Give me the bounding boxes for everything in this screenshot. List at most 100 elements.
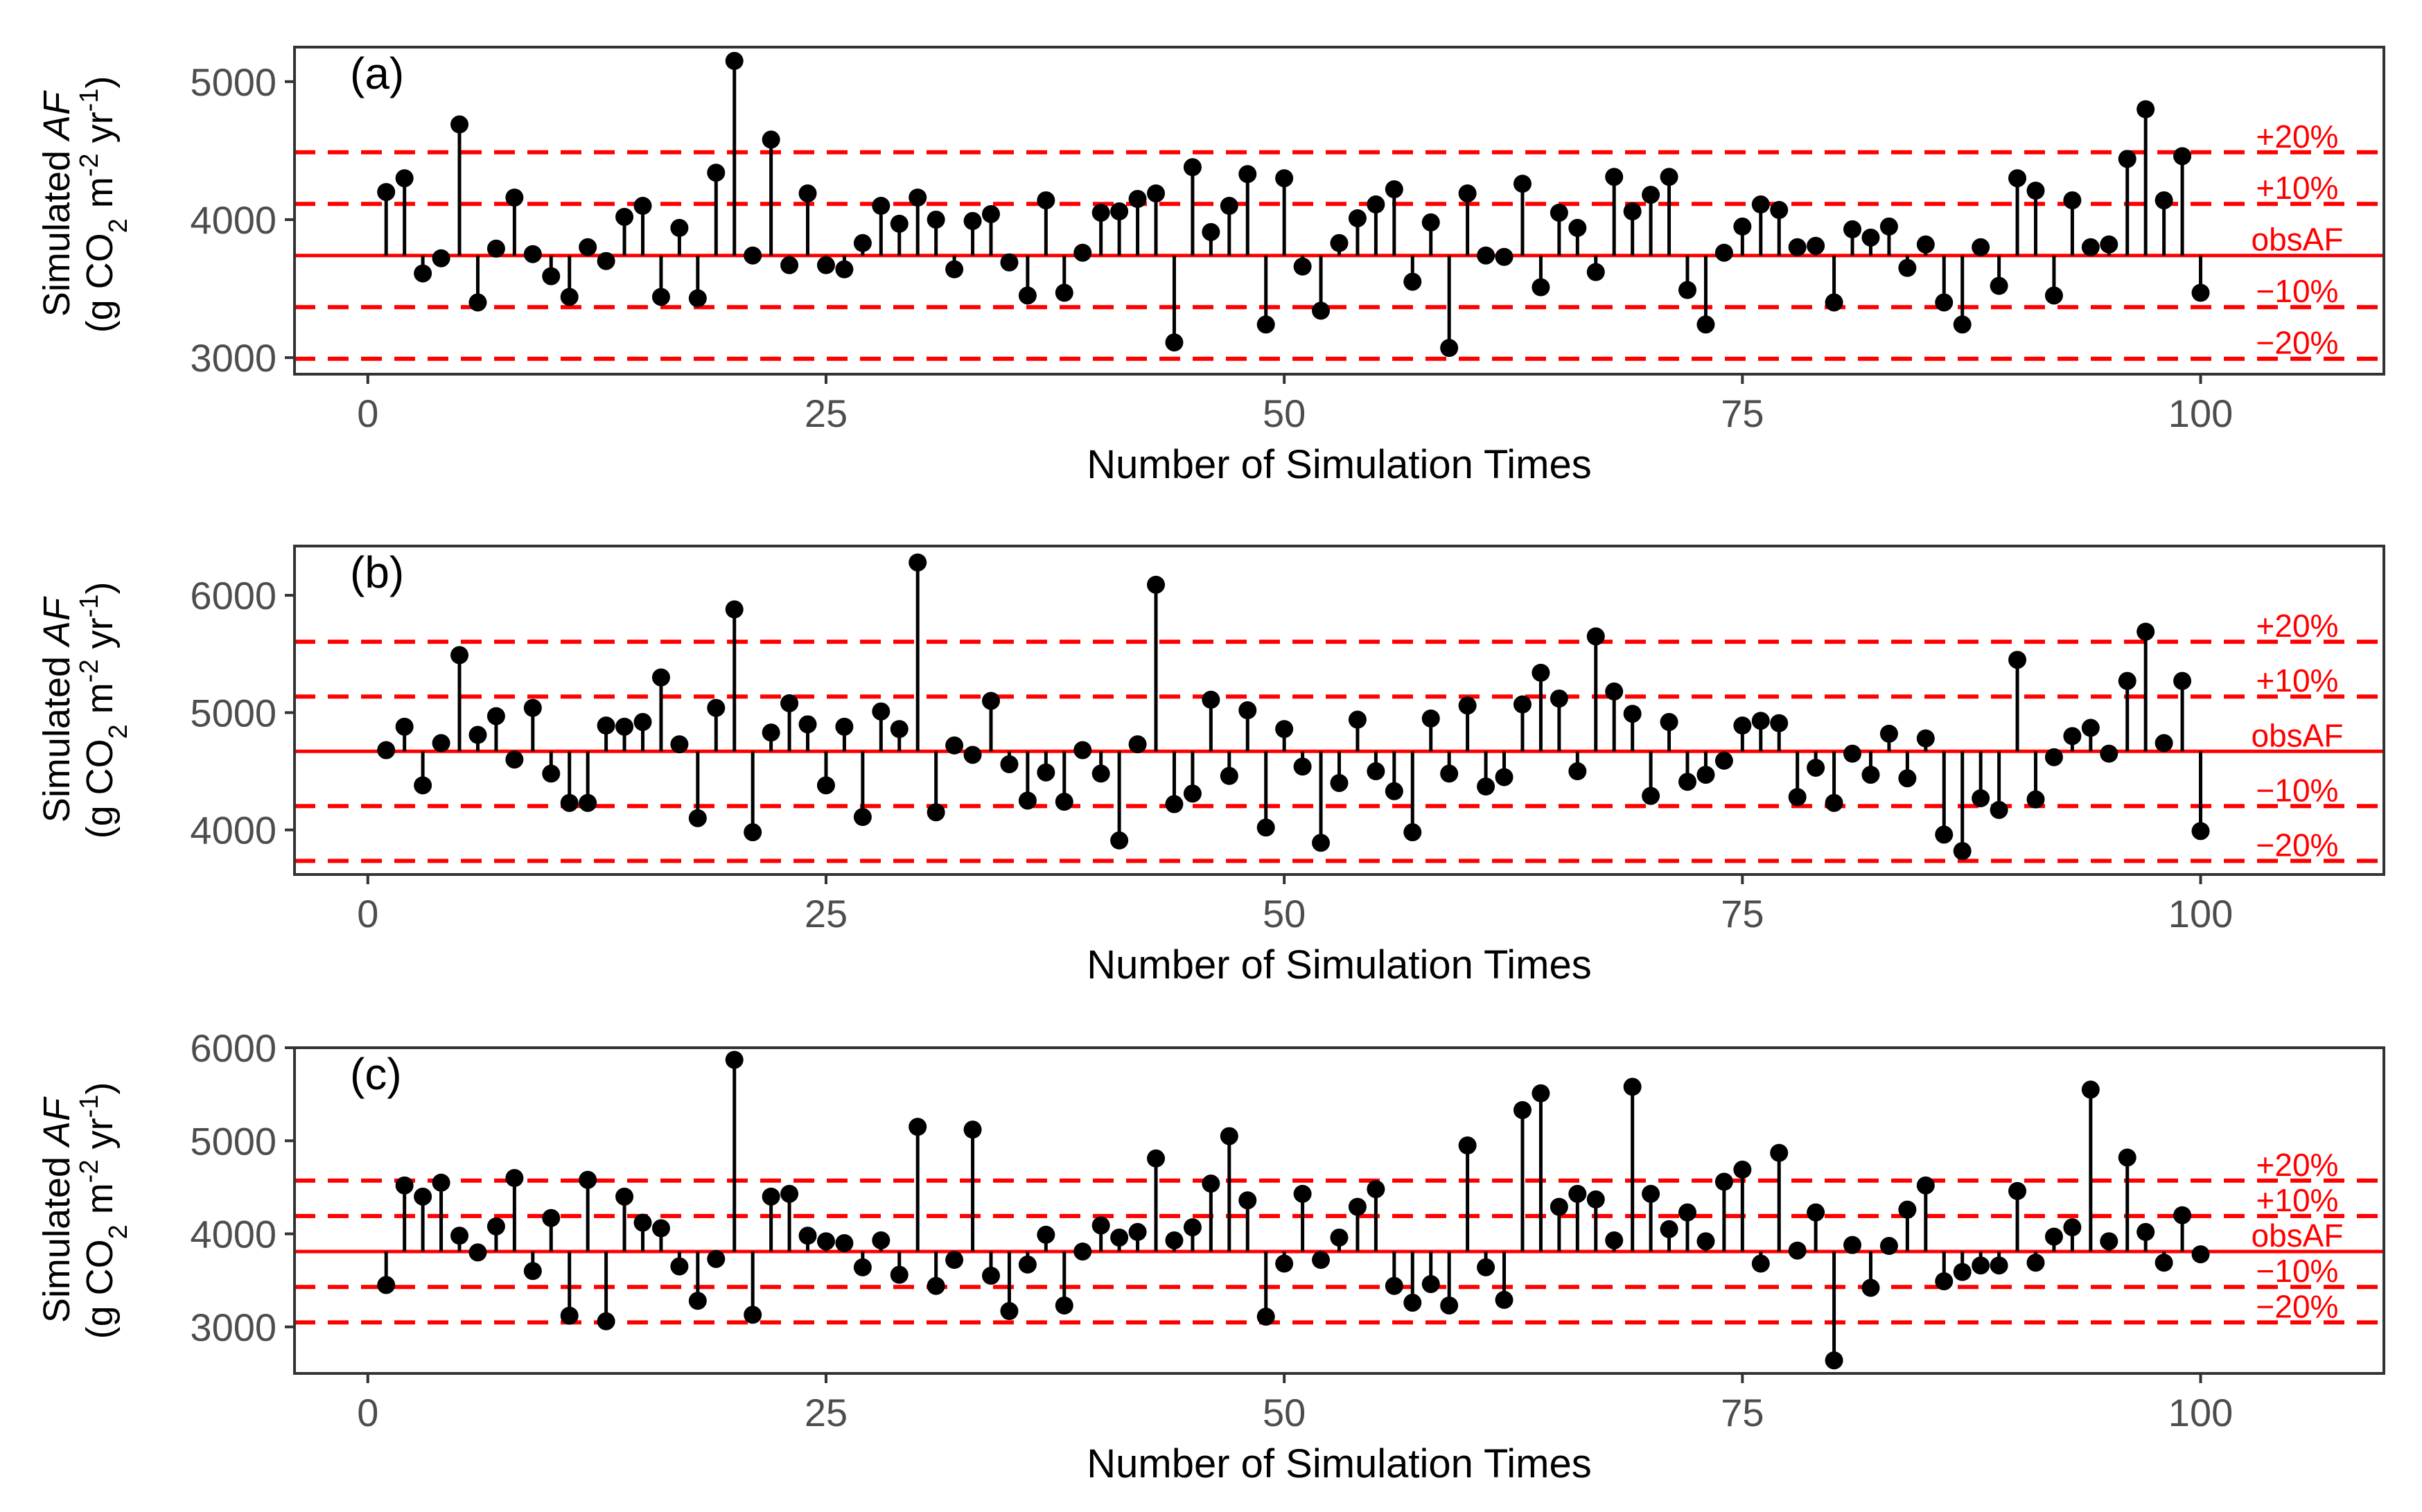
data-point: [1532, 663, 1550, 682]
data-point: [1532, 1084, 1550, 1102]
data-point: [1421, 1275, 1440, 1294]
data-point: [2063, 1218, 2082, 1237]
data-point: [762, 723, 780, 742]
data-point: [1477, 777, 1495, 796]
data-point: [395, 1176, 414, 1195]
x-tick-label: 100: [2168, 392, 2233, 435]
data-point: [1458, 696, 1477, 715]
data-point: [1385, 782, 1403, 800]
data-point: [505, 750, 524, 769]
data-point: [1202, 690, 1220, 709]
data-point: [688, 809, 707, 827]
panel-c: +20%+10%obsAF−10%−20% (c) 0 25 50 75 100 3000 40…: [36, 1026, 2385, 1486]
data-point: [1623, 705, 1642, 723]
data-point: [1825, 1351, 1843, 1370]
ref-label: +10%: [2256, 662, 2339, 698]
data-point: [597, 1312, 615, 1330]
stems: [384, 562, 2203, 852]
data-point: [1660, 168, 1678, 186]
data-point: [1807, 1203, 1825, 1222]
data-point: [395, 169, 414, 188]
data-point: [1825, 293, 1843, 312]
data-point: [1073, 243, 1092, 262]
data-point: [615, 717, 634, 736]
y-tick-label: 4000: [190, 198, 277, 242]
panel-label: (b): [350, 547, 404, 597]
data-point: [1843, 220, 1862, 238]
data-point: [872, 702, 890, 721]
data-point: [1586, 627, 1605, 646]
data-point: [486, 239, 505, 258]
ref-label: obsAF: [2252, 222, 2344, 258]
ref-label: −10%: [2256, 1253, 2339, 1289]
data-point: [963, 1120, 982, 1139]
data-point: [414, 264, 432, 283]
ref-label: +10%: [2256, 170, 2339, 206]
data-point: [963, 746, 982, 764]
data-point: [2191, 283, 2210, 302]
data-point: [1605, 682, 1624, 701]
y-tick-label: 6000: [190, 574, 277, 617]
data-point: [1642, 186, 1660, 204]
data-point: [1550, 689, 1568, 708]
data-point: [780, 1184, 799, 1203]
data-point: [450, 1227, 469, 1245]
data-point: [1861, 1278, 1880, 1297]
data-point: [579, 793, 597, 812]
y-tick-label: 4000: [190, 809, 277, 852]
data-point: [1367, 762, 1385, 781]
data-point: [816, 776, 835, 795]
data-point: [1972, 238, 1990, 256]
data-point: [1348, 710, 1367, 729]
panel-b: +20% +10% obsAF −10% −20% (b) 0 25 50 75 100 4000 50…: [36, 545, 2385, 987]
data-point: [1642, 1184, 1660, 1203]
ref-label: obsAF: [2252, 717, 2344, 753]
data-point: [1953, 315, 1972, 334]
data-point: [1367, 195, 1385, 214]
data-point: [1220, 1127, 1238, 1145]
data-point: [1513, 1100, 1532, 1119]
data-point: [1916, 235, 1935, 254]
data-point: [1367, 1180, 1385, 1199]
x-tick-label: 50: [1263, 392, 1306, 435]
data-point: [1733, 217, 1752, 236]
points: [377, 1051, 2210, 1370]
ref-label: +20%: [2256, 1147, 2339, 1183]
data-point: [688, 289, 707, 308]
data-point: [670, 218, 689, 237]
data-point: [1825, 793, 1843, 812]
data-point: [798, 715, 817, 734]
panel-border: [293, 1046, 2385, 1375]
data-point: [1898, 258, 1917, 277]
data-point: [1513, 695, 1532, 714]
panel-label: (a): [350, 49, 404, 98]
data-point: [1312, 1251, 1331, 1269]
data-point: [651, 288, 670, 306]
data-point: [890, 214, 909, 233]
data-point: [542, 764, 561, 783]
data-point: [523, 245, 542, 263]
ref-label: −20%: [2256, 1288, 2339, 1324]
data-point: [1018, 286, 1037, 305]
data-point: [523, 698, 542, 717]
data-point: [1403, 1293, 1422, 1312]
data-point: [395, 717, 414, 736]
y-tick-label: 6000: [190, 1026, 277, 1070]
x-tick-label: 25: [805, 892, 848, 935]
data-point: [1990, 1256, 2008, 1275]
svg-text:(g CO2 m-2 yr-1): (g CO2 m-2 yr-1): [75, 1082, 133, 1339]
data-point: [377, 1276, 396, 1294]
data-point: [1935, 293, 1954, 312]
data-point: [505, 1169, 524, 1187]
x-tick-label: 75: [1721, 1391, 1764, 1434]
x-axis-title: Number of Simulation Times: [1087, 1441, 1591, 1486]
data-point: [1990, 276, 2008, 295]
data-point: [2100, 744, 2118, 763]
data-point: [1275, 1254, 1294, 1273]
ref-label: −20%: [2256, 827, 2339, 863]
data-point: [432, 734, 450, 753]
y-axis-title: Simulated AF(g CO2 m-2 yr-1): [36, 582, 133, 839]
data-point: [1660, 712, 1678, 731]
data-point: [1550, 203, 1568, 222]
data-point: [633, 712, 652, 731]
